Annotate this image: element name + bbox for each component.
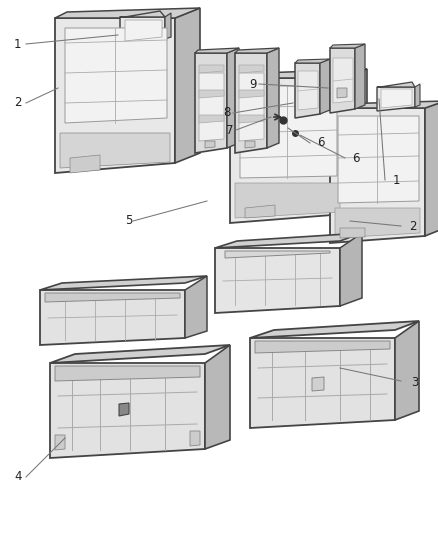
Polygon shape <box>337 88 347 98</box>
Polygon shape <box>415 84 420 107</box>
Polygon shape <box>195 53 227 153</box>
Polygon shape <box>190 431 200 446</box>
Polygon shape <box>230 78 345 223</box>
Polygon shape <box>355 44 365 109</box>
Polygon shape <box>338 116 419 203</box>
Polygon shape <box>235 183 340 218</box>
Polygon shape <box>267 48 279 148</box>
Polygon shape <box>215 248 340 313</box>
Polygon shape <box>335 208 420 238</box>
Polygon shape <box>45 293 180 302</box>
Polygon shape <box>120 17 165 45</box>
Polygon shape <box>199 65 224 73</box>
Polygon shape <box>345 69 367 214</box>
Polygon shape <box>227 48 239 148</box>
Polygon shape <box>377 87 415 111</box>
Polygon shape <box>120 11 165 17</box>
Polygon shape <box>425 101 438 236</box>
Polygon shape <box>235 48 279 53</box>
Polygon shape <box>245 205 275 218</box>
Text: 6: 6 <box>352 151 360 165</box>
Polygon shape <box>240 86 337 178</box>
Polygon shape <box>395 321 419 420</box>
Polygon shape <box>125 20 162 41</box>
Polygon shape <box>298 71 318 110</box>
Polygon shape <box>239 65 264 73</box>
Polygon shape <box>199 73 224 141</box>
Polygon shape <box>377 82 415 87</box>
Text: 5: 5 <box>125 214 132 228</box>
Polygon shape <box>239 73 264 141</box>
Text: 7: 7 <box>226 124 233 136</box>
Polygon shape <box>320 59 330 114</box>
Polygon shape <box>55 18 175 173</box>
Polygon shape <box>195 48 239 53</box>
Text: 9: 9 <box>249 77 257 91</box>
Polygon shape <box>65 28 167 123</box>
Polygon shape <box>50 363 205 458</box>
Polygon shape <box>55 435 65 450</box>
Polygon shape <box>40 276 207 290</box>
Polygon shape <box>245 141 255 148</box>
Polygon shape <box>60 133 170 168</box>
Polygon shape <box>50 345 230 363</box>
Polygon shape <box>330 108 425 243</box>
Text: 2: 2 <box>409 220 417 232</box>
Polygon shape <box>199 115 224 123</box>
Text: 2: 2 <box>14 96 21 109</box>
Polygon shape <box>381 89 412 108</box>
Polygon shape <box>295 59 330 63</box>
Polygon shape <box>185 276 207 338</box>
Polygon shape <box>250 338 395 428</box>
Text: 3: 3 <box>411 376 418 390</box>
Polygon shape <box>330 44 365 48</box>
Polygon shape <box>312 377 324 391</box>
Polygon shape <box>55 8 200 18</box>
Polygon shape <box>55 366 200 381</box>
Polygon shape <box>70 155 100 173</box>
Polygon shape <box>199 90 224 98</box>
Polygon shape <box>175 8 200 163</box>
Polygon shape <box>165 13 171 39</box>
Polygon shape <box>235 53 267 153</box>
Polygon shape <box>230 69 367 78</box>
Text: 1: 1 <box>14 37 21 51</box>
Polygon shape <box>205 345 230 449</box>
Text: 1: 1 <box>393 174 400 187</box>
Polygon shape <box>340 233 362 306</box>
Polygon shape <box>239 90 264 98</box>
Polygon shape <box>250 321 419 338</box>
Polygon shape <box>330 101 438 108</box>
Polygon shape <box>205 141 215 148</box>
Text: 4: 4 <box>14 471 21 483</box>
Polygon shape <box>225 251 330 258</box>
Polygon shape <box>255 341 390 353</box>
Polygon shape <box>215 233 362 248</box>
Text: 8: 8 <box>223 107 230 119</box>
Polygon shape <box>333 58 353 103</box>
Polygon shape <box>239 115 264 123</box>
Polygon shape <box>119 403 129 416</box>
Polygon shape <box>340 228 365 238</box>
Text: 6: 6 <box>317 136 325 149</box>
Polygon shape <box>40 290 185 345</box>
Polygon shape <box>295 63 320 118</box>
Polygon shape <box>330 48 355 113</box>
